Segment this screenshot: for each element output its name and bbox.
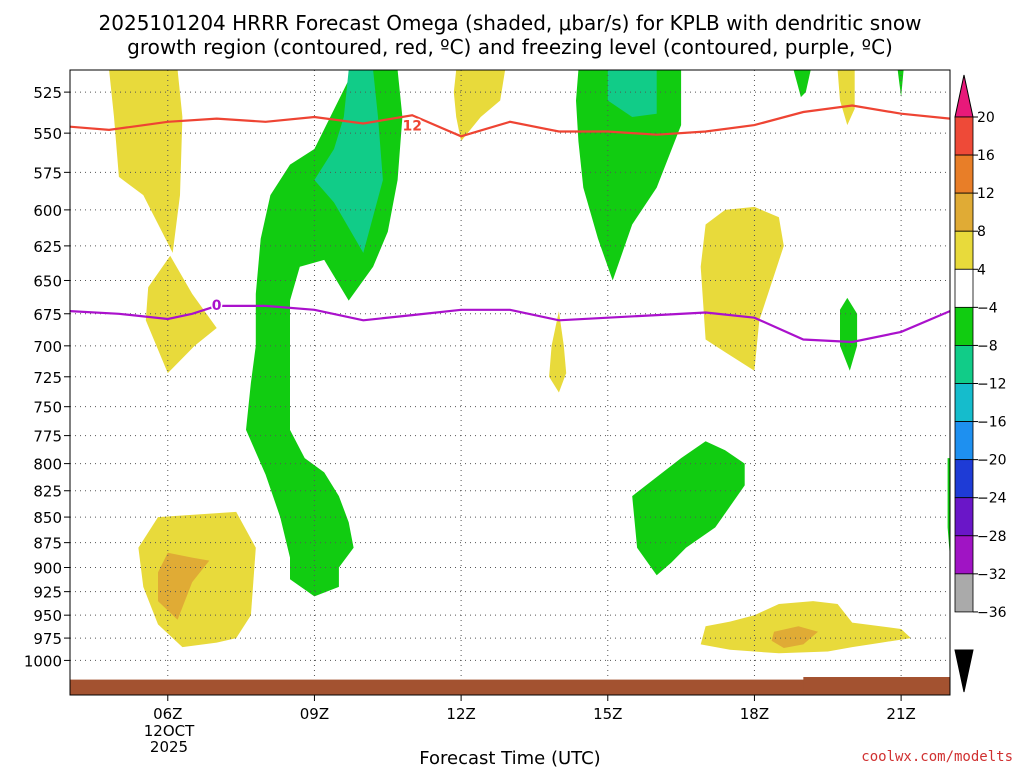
plot-frame bbox=[69, 69, 951, 696]
colorbar-swatch bbox=[954, 535, 974, 575]
colorbar-swatch bbox=[954, 154, 974, 194]
plot-area: 12 0 bbox=[69, 69, 951, 696]
colorbar-swatch bbox=[954, 192, 974, 232]
y-tick-label: 750 bbox=[33, 399, 62, 417]
colorbar-label: −20 bbox=[977, 453, 1007, 469]
colorbar-swatch bbox=[954, 459, 974, 499]
dendritic-contour-line bbox=[70, 104, 950, 138]
omega-region-yellow-left-diamond bbox=[145, 255, 217, 374]
chart-title-line-2: growth region (contoured, red, ºC) and f… bbox=[127, 35, 893, 59]
colorbar-label: −32 bbox=[977, 567, 1007, 583]
freezing-level-contour-label: 0 bbox=[212, 298, 222, 314]
y-tick-label: 775 bbox=[33, 428, 62, 446]
x-tick-label: 12Z bbox=[446, 705, 475, 723]
omega-region-teal-15z bbox=[607, 70, 657, 117]
dendritic-contour-label: 12 bbox=[402, 119, 421, 135]
omega-region-green-16z-lower bbox=[632, 441, 745, 576]
colorbar-swatch bbox=[954, 230, 974, 270]
colorbar-label: −4 bbox=[977, 300, 998, 316]
omega-region-yellow-lower-right bbox=[700, 601, 911, 654]
y-tick-label: 525 bbox=[33, 84, 62, 102]
y-tick-label: 850 bbox=[33, 509, 62, 527]
y-tick-label: 825 bbox=[33, 483, 62, 501]
colorbar-label: −28 bbox=[977, 529, 1007, 545]
colorbar-label: −24 bbox=[977, 491, 1007, 507]
colorbar-label: 20 bbox=[977, 110, 995, 126]
colorbar-label: −12 bbox=[977, 377, 1007, 393]
omega-region-green-top-tiny-19z bbox=[793, 70, 811, 98]
colorbar-label: 4 bbox=[977, 262, 986, 278]
omega-region-green-15z bbox=[576, 70, 682, 281]
x-axis-label: Forecast Time (UTC) bbox=[419, 748, 600, 768]
omega-region-yellow-18z-blob bbox=[700, 206, 784, 371]
omega-region-yellow-top-left bbox=[109, 70, 183, 253]
omega-region-yellow-14z-spike bbox=[549, 311, 567, 393]
y-tick-label: 800 bbox=[33, 456, 62, 474]
freezing-level-contour-line bbox=[70, 304, 950, 344]
colorbar-label: 8 bbox=[977, 224, 986, 240]
date-label-line-1: 12OCT bbox=[144, 722, 195, 740]
y-tick-label: 700 bbox=[33, 338, 62, 356]
y-tick-label: 725 bbox=[33, 369, 62, 387]
credit-text: coolwx.com/modelts bbox=[861, 749, 1013, 765]
colorbar-label: 12 bbox=[977, 186, 995, 202]
colorbar-swatch bbox=[954, 306, 974, 346]
y-tick-label: 625 bbox=[33, 238, 62, 256]
colorbar-label: −8 bbox=[977, 338, 998, 354]
omega-region-orange-lower-left bbox=[158, 552, 210, 620]
y-tick-label: 875 bbox=[33, 535, 62, 553]
x-axis: 06Z 09Z 12Z 15Z 18Z 21Z bbox=[153, 695, 916, 723]
omega-region-yellow-20z-top bbox=[837, 70, 855, 126]
y-tick-label: 950 bbox=[33, 607, 62, 625]
colorbar-swatch bbox=[954, 421, 974, 461]
x-tick-label: 06Z bbox=[153, 705, 182, 723]
y-tick-label: 925 bbox=[33, 584, 62, 602]
y-axis: 525 550 575 600 625 650 675 700 725 750 775 800 825 8… bbox=[24, 84, 70, 670]
colorbar-swatch bbox=[954, 573, 974, 613]
surface-bar bbox=[803, 677, 950, 695]
colorbar-top-arrow bbox=[954, 74, 974, 118]
colorbar-label: −16 bbox=[977, 415, 1007, 431]
omega-region-green-right-edge bbox=[947, 458, 950, 558]
y-tick-label: 600 bbox=[33, 202, 62, 220]
y-tick-label: 650 bbox=[33, 272, 62, 290]
colorbar-swatch bbox=[954, 383, 974, 422]
y-tick-label: 1000 bbox=[24, 652, 62, 670]
colorbar-label: 16 bbox=[977, 148, 995, 164]
omega-region-green-top-tiny-21z bbox=[897, 70, 904, 98]
chart-title-line-1: 2025101204 HRRR Forecast Omega (shaded, … bbox=[99, 11, 922, 35]
x-tick-label: 09Z bbox=[300, 705, 329, 723]
omega-region-teal-main-10z bbox=[314, 70, 383, 253]
y-tick-label: 900 bbox=[33, 559, 62, 577]
y-tick-label: 975 bbox=[33, 630, 62, 648]
colorbar: 20 16 12 8 4 −4 −8 −12 −16 −20 −24 −28 −32 −36 bbox=[954, 74, 1007, 693]
y-tick-label: 675 bbox=[33, 306, 62, 324]
x-tick-label: 18Z bbox=[740, 705, 769, 723]
y-tick-label: 550 bbox=[33, 125, 62, 143]
y-tick-label: 575 bbox=[33, 164, 62, 182]
surface-bar bbox=[70, 679, 950, 695]
colorbar-label: −36 bbox=[977, 605, 1007, 621]
x-tick-label: 15Z bbox=[593, 705, 622, 723]
colorbar-bottom-arrow bbox=[954, 649, 974, 693]
colorbar-swatch bbox=[954, 345, 974, 384]
colorbar-swatch bbox=[954, 497, 974, 537]
date-label-line-2: 2025 bbox=[150, 738, 188, 756]
x-tick-label: 21Z bbox=[886, 705, 915, 723]
colorbar-swatch bbox=[954, 268, 974, 308]
omega-region-orange-lower-right bbox=[771, 626, 818, 648]
colorbar-swatch bbox=[954, 116, 974, 156]
omega-region-yellow-12z-top bbox=[453, 70, 506, 142]
omega-region-green-20z-small bbox=[840, 297, 858, 371]
